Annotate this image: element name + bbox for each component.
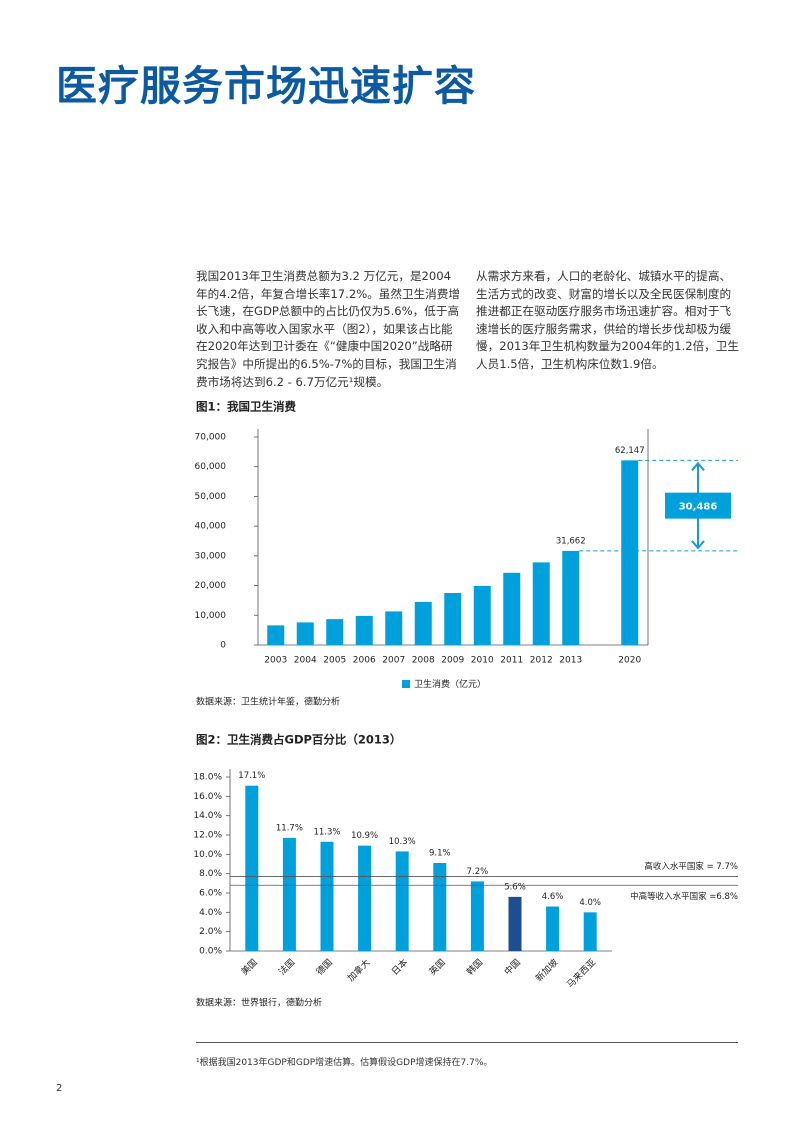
x-tick-label: 法国 xyxy=(276,956,297,977)
bar xyxy=(546,906,560,951)
y-tick-label: 10,000 xyxy=(195,611,227,621)
value-label: 62,147 xyxy=(615,446,645,456)
bar xyxy=(473,585,491,645)
y-tick-label: 18.0% xyxy=(193,773,222,783)
value-label: 31,662 xyxy=(556,536,586,546)
chart-title: 图2：卫生消费占GDP百分比（2013） xyxy=(196,733,401,747)
annotation-box xyxy=(665,492,731,519)
y-tick-label: 16.0% xyxy=(193,792,222,802)
y-tick-label: 60,000 xyxy=(195,462,227,472)
value-label: 4.0% xyxy=(579,898,601,908)
bar xyxy=(621,460,639,645)
x-tick-label: 马来西亚 xyxy=(565,957,598,990)
y-tick-label: 8.0% xyxy=(199,869,222,879)
arrow-head xyxy=(691,461,705,471)
bar xyxy=(245,785,259,951)
arrow-head xyxy=(691,540,705,550)
x-tick-label: 韩国 xyxy=(464,956,485,977)
y-tick-label: 2.0% xyxy=(199,927,222,937)
reference-label: 高收入水平国家 = 7.7% xyxy=(644,861,738,872)
paragraph: 我国2013年卫生消费总额为3.2 万亿元，是2004年的4.2倍，年复合增长率… xyxy=(196,269,460,389)
source: 数据来源：世界银行，德勤分析 xyxy=(196,997,322,1009)
annotation: 30,486 xyxy=(679,502,718,513)
value-label: 9.1% xyxy=(429,849,451,859)
x-tick-label: 英国 xyxy=(426,956,447,977)
bar xyxy=(532,562,550,645)
x-tick-label: 2006 xyxy=(353,656,376,666)
page-number: 2 xyxy=(56,1083,63,1094)
y-tick-label: 0 xyxy=(220,641,226,651)
value-label: 11.7% xyxy=(276,823,303,833)
y-tick-label: 4.0% xyxy=(199,908,222,918)
bar xyxy=(470,881,484,951)
bar xyxy=(583,912,597,951)
y-tick-label: 14.0% xyxy=(193,811,222,821)
bar xyxy=(503,572,521,645)
x-tick-label: 中国 xyxy=(502,956,523,977)
value-label: 17.1% xyxy=(238,771,265,781)
x-tick-label: 2003 xyxy=(264,656,287,666)
y-tick-label: 12.0% xyxy=(193,831,222,841)
x-tick-label: 2007 xyxy=(382,656,405,666)
value-label: 10.9% xyxy=(351,831,378,841)
y-tick-label: 10.0% xyxy=(193,850,222,860)
value-label: 5.6% xyxy=(504,882,526,892)
bar xyxy=(444,593,462,645)
source: 数据来源：卫生统计年鉴，德勤分析 xyxy=(196,696,340,708)
x-tick-label: 日本 xyxy=(389,956,410,977)
bar xyxy=(320,841,334,951)
bar xyxy=(355,615,373,645)
x-tick-label: 2004 xyxy=(294,656,317,666)
bar xyxy=(508,896,522,951)
x-tick-label: 2013 xyxy=(559,656,582,666)
paragraph: 从需求方来看，人口的老龄化、城镇水平的提高、生活方式的改变、财富的增长以及全民医… xyxy=(476,269,739,371)
bar xyxy=(326,619,344,645)
bar xyxy=(282,837,296,951)
bar xyxy=(358,845,372,951)
y-tick-label: 20,000 xyxy=(195,581,227,591)
x-tick-label: 2020 xyxy=(618,656,641,666)
x-tick-label: 2010 xyxy=(471,656,494,666)
bar xyxy=(267,625,285,645)
y-tick-label: 30,000 xyxy=(195,551,227,561)
y-tick-label: 0.0% xyxy=(199,947,222,957)
x-tick-label: 2012 xyxy=(530,656,553,666)
value-label: 11.3% xyxy=(313,827,340,837)
x-tick-label: 德国 xyxy=(314,956,335,977)
value-label: 10.3% xyxy=(389,837,416,847)
rule xyxy=(196,1042,738,1043)
value-label: 7.2% xyxy=(467,867,489,877)
bar xyxy=(296,622,314,645)
y-tick-label: 40,000 xyxy=(195,522,227,532)
bar xyxy=(385,611,403,645)
x-tick-label: 美国 xyxy=(238,956,259,977)
reference-label: 中高等收入水平国家 =6.8% xyxy=(630,891,738,902)
page-title: 医疗服务市场迅速扩容 xyxy=(56,62,476,110)
x-tick-label: 2005 xyxy=(323,656,346,666)
y-tick-label: 70,000 xyxy=(195,433,227,443)
x-tick-label: 加拿大 xyxy=(345,956,373,984)
value-label: 4.6% xyxy=(542,892,564,902)
legend-label: 卫生消费（亿元） xyxy=(414,678,486,690)
chart-title: 图1：我国卫生消费 xyxy=(196,400,297,414)
x-tick-label: 2009 xyxy=(441,656,464,666)
y-tick-label: 6.0% xyxy=(199,889,222,899)
footnote: ¹根据我国2013年GDP和GDP增速估算。估算假设GDP增速保持在7.7%。 xyxy=(196,1058,493,1068)
y-tick-label: 50,000 xyxy=(195,492,227,502)
x-tick-label: 新加坡 xyxy=(533,956,561,984)
bar xyxy=(414,601,432,645)
x-tick-label: 2011 xyxy=(500,656,523,666)
legend-swatch xyxy=(402,680,410,688)
x-tick-label: 2008 xyxy=(412,656,435,666)
bar xyxy=(562,550,580,645)
bar xyxy=(395,851,409,951)
